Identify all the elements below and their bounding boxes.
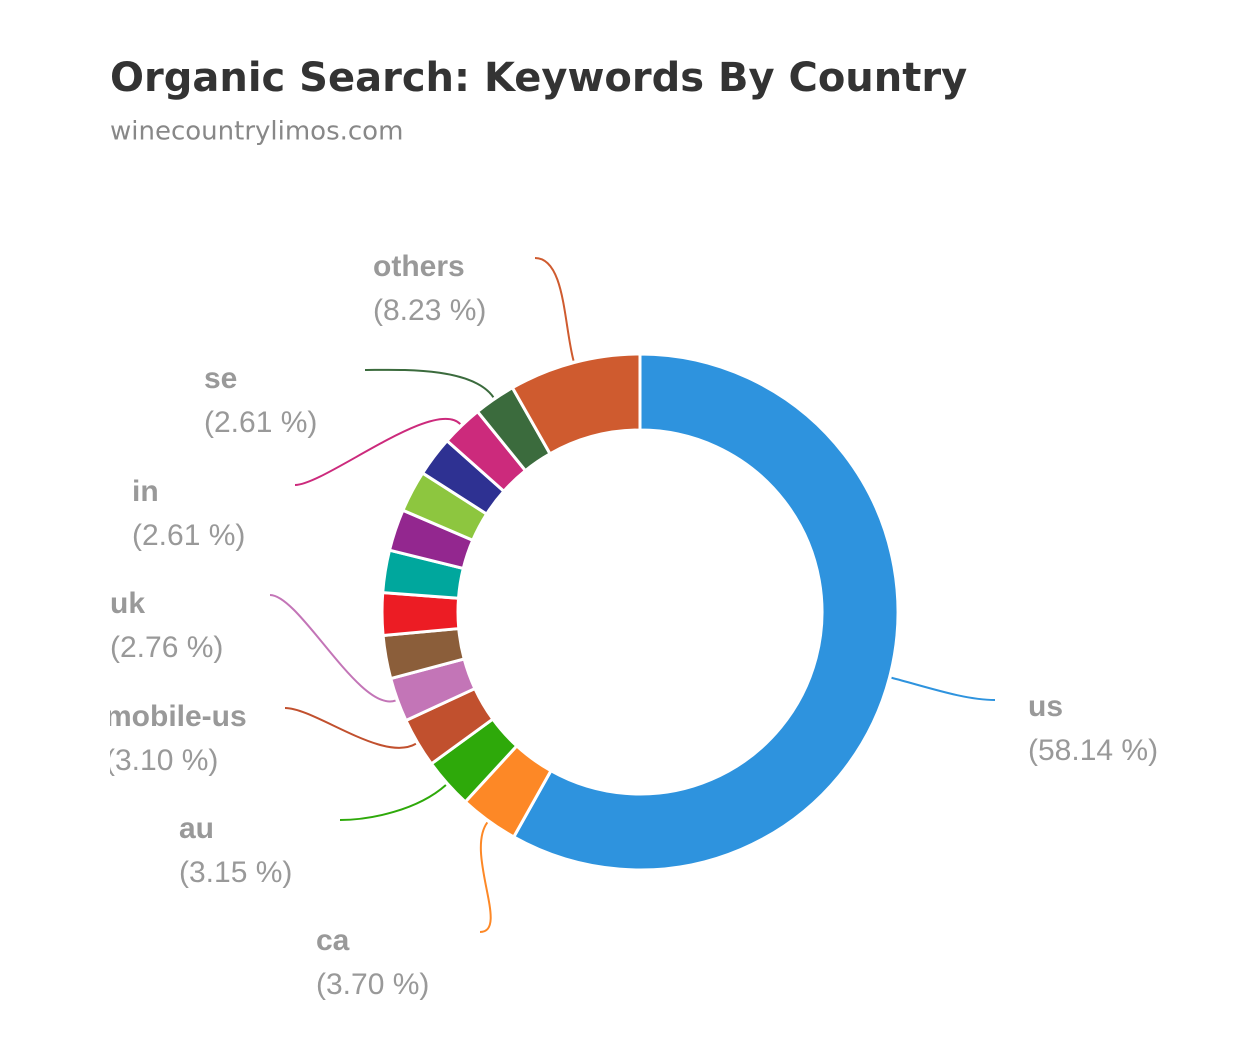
- donut-slice: [380, 590, 461, 638]
- leader-line: [339, 784, 447, 821]
- leader-line: [534, 257, 575, 361]
- leader-line: [294, 417, 462, 486]
- data-label-name: in: [132, 475, 159, 508]
- data-label-name: mobile-us: [105, 700, 247, 733]
- data-label-value: (3.10 %): [105, 744, 218, 777]
- data-label-name: ca: [316, 924, 350, 957]
- chart-title: Organic Search: Keywords By Country: [110, 55, 967, 101]
- leader-line: [891, 676, 996, 701]
- data-label-value: (3.70 %): [316, 968, 429, 1001]
- donut-slice: [511, 352, 900, 872]
- chart-subtitle: winecountrylimos.com: [110, 117, 403, 147]
- data-label-name: au: [179, 812, 214, 845]
- data-label-value: (2.61 %): [204, 406, 317, 439]
- data-label-value: (58.14 %): [1028, 734, 1158, 767]
- data-label-value: (8.23 %): [373, 294, 486, 327]
- data-label-name: us: [1028, 690, 1063, 723]
- data-label-name: se: [204, 362, 237, 395]
- leader-line: [479, 821, 492, 933]
- leader-line: [269, 594, 396, 703]
- donut-slice: [510, 352, 642, 456]
- data-label-name: others: [373, 250, 465, 283]
- data-label-name: uk: [110, 587, 145, 620]
- leader-line: [364, 368, 495, 398]
- plot: us (58.14 %) ca (3.70 %) au (3.15 %) mobile-us…: [105, 250, 1158, 1001]
- data-label-value: (2.61 %): [132, 519, 245, 552]
- leader-line: [284, 707, 417, 749]
- data-label-value: (3.15 %): [179, 856, 292, 889]
- data-label-value: (2.76 %): [110, 631, 223, 664]
